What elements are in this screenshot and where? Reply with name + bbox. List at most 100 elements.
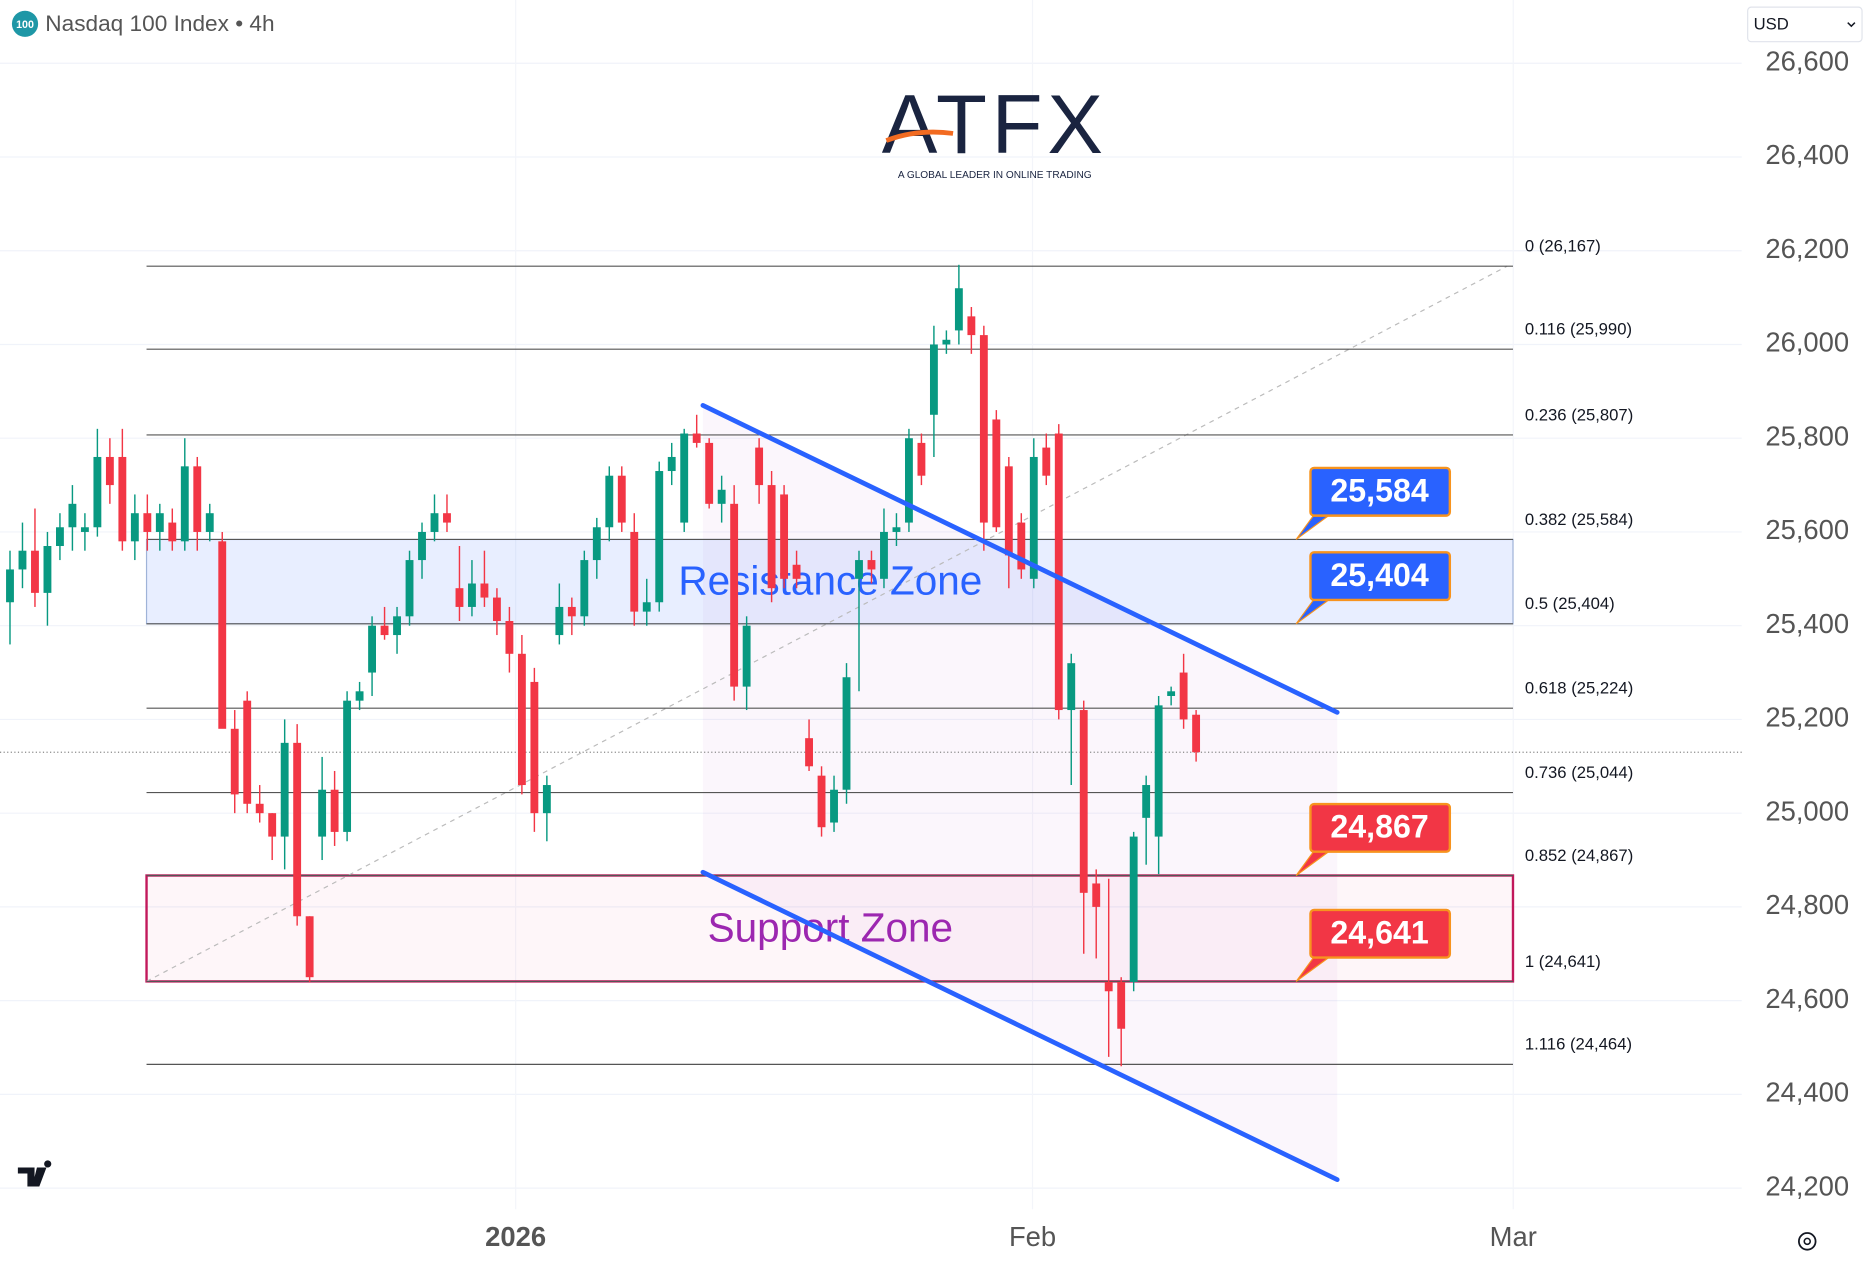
candle-body xyxy=(218,541,227,729)
candle-body xyxy=(630,531,639,612)
currency: USD xyxy=(1754,14,1789,33)
candle-body xyxy=(767,485,776,589)
y-tick-label: 24,800 xyxy=(1765,889,1849,920)
channel-line xyxy=(700,869,1340,1183)
candle-body xyxy=(505,620,514,654)
fib-label: 1.116 (24,464) xyxy=(1525,1035,1632,1054)
candle-body xyxy=(31,550,39,593)
zone-label: Resistance Zone xyxy=(678,558,982,604)
candle-body xyxy=(555,606,564,636)
candle-body xyxy=(842,677,851,790)
fib-label: 0.5 (25,404) xyxy=(1525,594,1615,613)
badge xyxy=(1309,551,1452,602)
candle-body xyxy=(1104,981,1113,992)
badge-label: 25,404 xyxy=(1330,557,1428,593)
candle-body xyxy=(1067,663,1076,711)
candle-body xyxy=(992,419,1001,528)
badge-label: 25,584 xyxy=(1330,472,1428,508)
candle-body xyxy=(617,475,626,523)
candle-body xyxy=(243,700,252,804)
candle-body xyxy=(917,442,926,476)
logo-swoosh xyxy=(885,129,954,143)
candle-body xyxy=(580,560,589,617)
candle-body xyxy=(967,316,976,336)
symbol-badge: 100 xyxy=(16,19,34,31)
candle-body xyxy=(155,513,164,532)
candle-body xyxy=(418,531,426,561)
fib-trendline xyxy=(146,265,1508,982)
fib-label: 0.116 (25,990) xyxy=(1525,320,1632,339)
candle-body xyxy=(692,433,701,443)
candle-body xyxy=(355,691,364,701)
candle-body xyxy=(892,527,901,532)
candle-body xyxy=(393,616,401,636)
candle-body xyxy=(780,494,789,579)
settings-icon-dot xyxy=(1803,1237,1811,1246)
zone xyxy=(145,874,1515,983)
candle-body xyxy=(1192,714,1201,753)
y-tick-label: 26,000 xyxy=(1765,327,1849,358)
candle-body xyxy=(1129,836,1138,982)
candle-body xyxy=(480,583,489,598)
candle-body xyxy=(43,546,52,593)
candle-body xyxy=(230,728,239,795)
candle-body xyxy=(193,466,202,532)
candle-body xyxy=(280,742,289,837)
candle-body xyxy=(1142,785,1151,818)
candle-body xyxy=(293,742,302,917)
zone xyxy=(145,538,1514,625)
candle-body xyxy=(368,625,376,673)
candle-body xyxy=(942,339,951,345)
candle-body xyxy=(330,789,339,832)
candle-body xyxy=(1004,466,1013,556)
fib-label: 0.736 (25,044) xyxy=(1525,763,1633,782)
currency-select[interactable] xyxy=(1747,6,1863,43)
candle-body xyxy=(730,503,739,687)
zone-label: Support Zone xyxy=(708,905,953,951)
y-tick-label: 24,400 xyxy=(1765,1077,1849,1108)
candle-body xyxy=(855,560,863,579)
candle-body xyxy=(268,813,277,837)
channel-line xyxy=(700,403,1340,715)
y-tick-label: 25,000 xyxy=(1765,795,1849,826)
candle-body xyxy=(592,527,601,561)
candle-body xyxy=(605,475,614,528)
y-tick-label: 26,600 xyxy=(1765,46,1849,77)
fib-label: 0.236 (25,807) xyxy=(1525,405,1633,424)
candle-body xyxy=(517,653,526,786)
candle-body xyxy=(80,527,89,532)
candle-body xyxy=(680,433,689,523)
candle-body xyxy=(168,522,177,542)
candle-body xyxy=(667,456,676,472)
symbol-badge-bg xyxy=(11,10,39,37)
candle-body xyxy=(405,560,414,617)
candle-body xyxy=(830,789,838,823)
candle-body xyxy=(305,916,314,978)
candle-body xyxy=(1029,456,1038,579)
candle-body xyxy=(867,560,876,570)
settings-icon[interactable] xyxy=(1798,1232,1817,1251)
candle-body xyxy=(929,344,938,415)
tv-logo xyxy=(17,1160,52,1187)
badge xyxy=(1309,908,1452,959)
candle-body xyxy=(655,471,664,603)
candle-body xyxy=(130,513,139,542)
candle-body xyxy=(1092,883,1101,907)
candle-body xyxy=(1117,981,1126,1029)
candle-body xyxy=(6,569,14,603)
logo: ATFX xyxy=(882,78,1108,171)
candle-body xyxy=(455,588,464,607)
fib-label: 0.618 (25,224) xyxy=(1525,679,1633,698)
candle-body xyxy=(792,564,801,579)
fib-label: 0.382 (25,584) xyxy=(1525,510,1633,529)
candle-body xyxy=(805,738,813,767)
chevron xyxy=(1847,22,1856,28)
x-tick-label: Feb xyxy=(1009,1221,1056,1252)
candle-body xyxy=(880,531,888,579)
candle-body xyxy=(642,602,651,612)
candle-body xyxy=(1042,447,1051,476)
candle-body xyxy=(56,527,64,547)
candle-body xyxy=(255,803,264,814)
candle-body xyxy=(468,583,476,607)
